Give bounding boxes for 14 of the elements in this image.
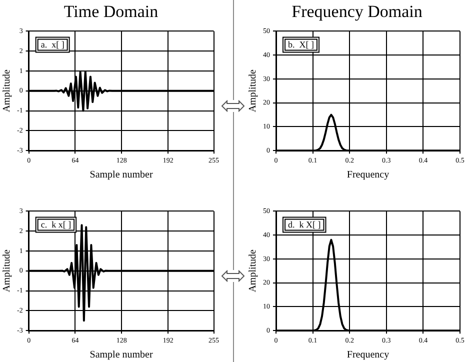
x-axis-title: Sample number [90,170,154,181]
x-axis-title: Frequency [346,170,390,181]
chart-title: Frequency Domain [290,1,424,23]
annotation: b. X[ ] [288,40,314,50]
annotation: d. k X[ ] [288,220,321,230]
x-axis-title: Frequency [346,350,390,361]
y-axis-title: Amplitude [248,248,259,292]
annotation: c. k x[ ] [40,220,72,230]
y-axis-title: Amplitude [2,68,13,112]
annotation: a. x[ ] [40,40,64,50]
x-axis-title: Sample number [90,350,154,361]
y-axis-title: Amplitude [2,248,13,292]
y-axis-title: Amplitude [248,68,259,112]
chart-title: Time Domain [62,1,160,23]
